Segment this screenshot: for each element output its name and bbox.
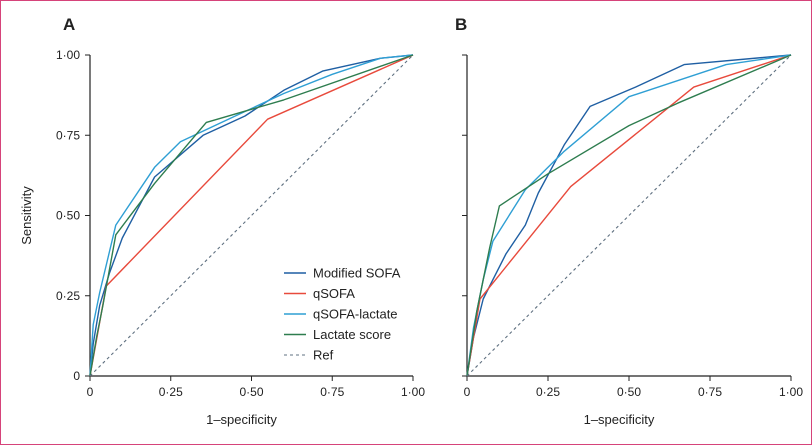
- legend-label-qsofa-lactate: qSOFA-lactate: [313, 307, 398, 322]
- x-tick-label: 0·50: [617, 385, 641, 399]
- series-line-modified-sofa: [89, 54, 414, 377]
- x-axis-label: 1–specificity: [206, 412, 277, 427]
- y-tick-label: 0·50: [56, 209, 80, 223]
- legend: Modified SOFA qSOFA qSOFA-lactate Lactate s…: [284, 266, 401, 363]
- x-tick-label: 0·25: [536, 385, 560, 399]
- series-line-lactate-score: [89, 54, 414, 377]
- legend-label-qsofa: qSOFA: [313, 286, 355, 301]
- y-tick-label: 0·75: [56, 128, 80, 142]
- series-line-lactate-score: [466, 54, 792, 377]
- x-tick-label: 0·25: [159, 385, 183, 399]
- legend-label-lactate-score: Lactate score: [313, 327, 391, 342]
- series-line-ref: [89, 54, 414, 377]
- x-tick-label: 0: [464, 385, 471, 399]
- legend-label-modified-sofa: Modified SOFA: [313, 266, 401, 281]
- x-tick-label: 0·75: [698, 385, 722, 399]
- x-axis-label: 1–specificity: [584, 412, 655, 427]
- panel-letter: A: [63, 15, 75, 34]
- y-tick-label: 1·00: [56, 48, 80, 62]
- series-line-ref: [466, 54, 792, 377]
- panel-letter: B: [455, 15, 467, 34]
- series-line-qsofa-lactate: [89, 54, 414, 377]
- series-line-qsofa: [466, 54, 792, 377]
- y-tick-label: 0: [73, 369, 80, 383]
- x-tick-label: 1·00: [401, 385, 425, 399]
- x-tick-label: 1·00: [779, 385, 803, 399]
- legend-label-ref: Ref: [313, 348, 334, 363]
- y-axis-label: Sensitivity: [19, 186, 34, 245]
- panel-b: B 0 0·25 0·50 0·75 1·00 1–specificity: [455, 15, 803, 427]
- x-tick-label: 0·50: [239, 385, 263, 399]
- x-tick-label: 0: [87, 385, 94, 399]
- x-tick-label: 0·75: [320, 385, 344, 399]
- y-tick-label: 0·25: [56, 289, 80, 303]
- series-line-modified-sofa: [466, 54, 792, 377]
- panel-a: A 0 0·25 0·50 0·75 1·00 0 0·25 0·50 0·75 1·00 1–spe…: [19, 15, 425, 427]
